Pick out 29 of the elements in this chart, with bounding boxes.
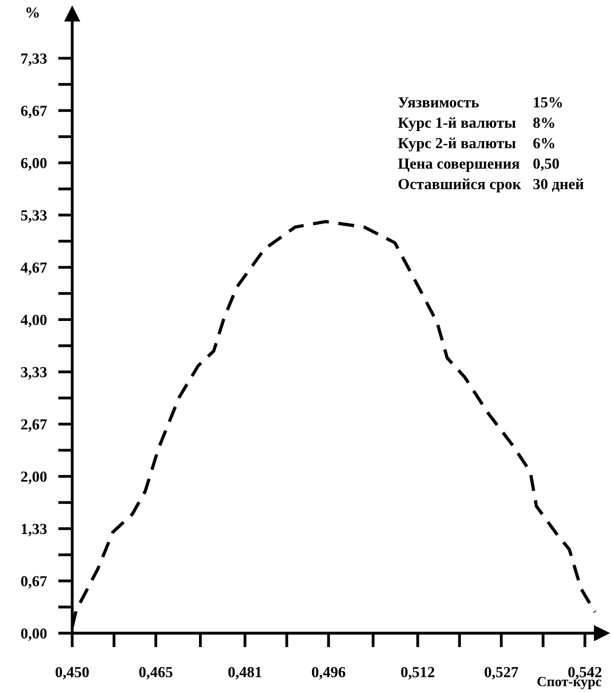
y-tick-label: 0,00 <box>21 628 47 641</box>
annotation: 6% <box>533 138 554 148</box>
annotation: Оставшийся срок <box>398 178 522 192</box>
y-axis-title: % <box>26 7 39 18</box>
y-tick-label: 0,67 <box>21 576 47 589</box>
y-tick-label: 1,33 <box>22 524 47 536</box>
annotation: 0,50 <box>533 158 559 171</box>
annotation: Уязвимость <box>398 97 479 108</box>
annotation: Курс 2-й валюты <box>398 138 516 152</box>
y-tick-label: 4,00 <box>20 314 47 328</box>
y-tick-label: 6,00 <box>21 158 47 170</box>
y-tick-label: 7,33 <box>21 53 47 66</box>
annotation: 8% <box>533 118 554 128</box>
x-tick-label: 0,512 <box>401 666 434 680</box>
x-tick-label: 0,496 <box>312 666 346 680</box>
x-tick-label: 0,465 <box>139 666 172 680</box>
y-tick-label: 4,67 <box>20 262 47 275</box>
annotation: 30 дней <box>533 178 584 192</box>
y-tick-label: 3,33 <box>21 367 47 380</box>
y-tick-label: 2,00 <box>21 472 47 484</box>
annotation: 15% <box>534 97 562 108</box>
annotation: Цена совершения <box>398 158 520 172</box>
x-tick-label: 0,481 <box>228 666 262 680</box>
x-tick-label: 0,527 <box>484 666 518 680</box>
y-tick-label: 5,33 <box>21 210 47 223</box>
y-tick-label: 2,67 <box>21 419 47 432</box>
y-tick-label: 6,67 <box>21 106 47 118</box>
x-tick-label: 0,450 <box>56 666 89 680</box>
annotation: Курс 1-й валюты <box>398 117 516 132</box>
